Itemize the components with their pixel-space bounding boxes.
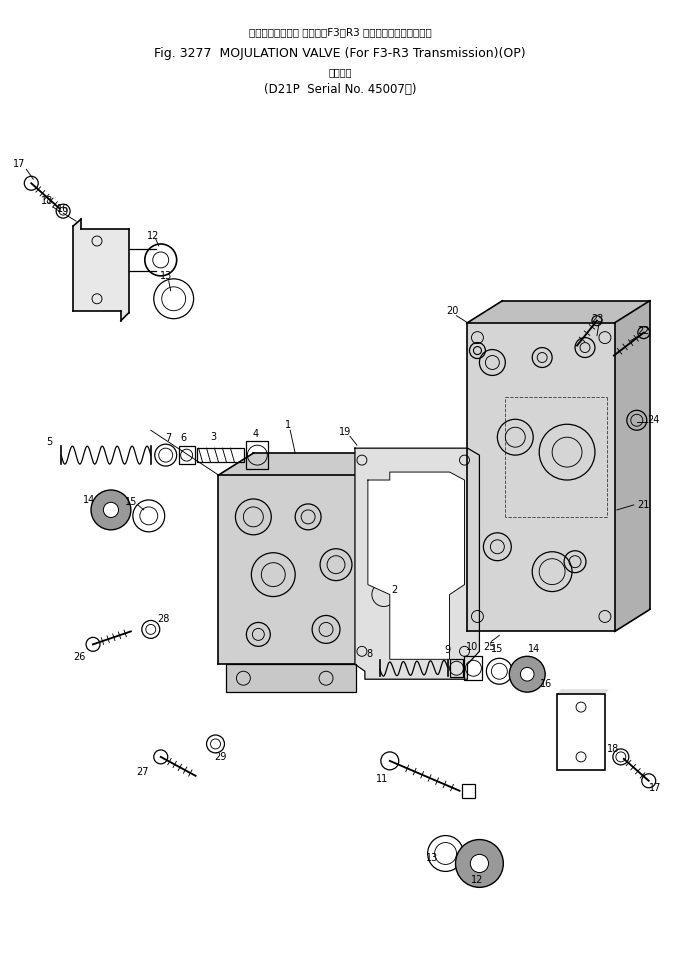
Text: 1: 1 <box>285 420 291 430</box>
Text: 19: 19 <box>339 427 351 437</box>
Circle shape <box>456 840 503 887</box>
Text: 4: 4 <box>252 429 258 439</box>
Text: 13: 13 <box>159 270 172 281</box>
Text: 16: 16 <box>57 204 69 214</box>
Bar <box>197 449 244 462</box>
Text: 20: 20 <box>446 306 459 315</box>
Polygon shape <box>366 453 400 665</box>
Circle shape <box>91 490 131 530</box>
Text: 22: 22 <box>637 326 650 336</box>
Text: 23: 23 <box>590 313 603 324</box>
Bar <box>449 660 464 677</box>
Text: 12: 12 <box>146 231 159 241</box>
Text: 18: 18 <box>41 197 53 206</box>
Bar <box>247 441 268 469</box>
Text: 17: 17 <box>648 782 661 793</box>
Bar <box>464 657 482 680</box>
Text: 16: 16 <box>540 679 552 689</box>
Text: 6: 6 <box>180 433 187 443</box>
Polygon shape <box>467 301 650 323</box>
Bar <box>227 665 356 692</box>
Text: 適用号機: 適用号機 <box>328 67 352 77</box>
Text: 21: 21 <box>637 500 650 510</box>
Text: (D21P  Serial No. 45007～): (D21P Serial No. 45007～) <box>264 83 416 96</box>
Polygon shape <box>355 449 479 679</box>
Polygon shape <box>557 689 609 694</box>
Text: 29: 29 <box>215 752 227 762</box>
Circle shape <box>520 667 534 681</box>
Text: 15: 15 <box>491 644 503 654</box>
Text: 15: 15 <box>125 497 137 507</box>
Polygon shape <box>219 453 400 475</box>
Text: 2: 2 <box>392 585 398 595</box>
Text: 17: 17 <box>13 160 25 169</box>
Text: 14: 14 <box>83 495 95 505</box>
Text: 18: 18 <box>607 744 619 754</box>
Text: 14: 14 <box>528 644 540 654</box>
Text: 11: 11 <box>375 774 387 784</box>
Circle shape <box>471 854 488 873</box>
Text: 9: 9 <box>445 645 451 656</box>
Text: 27: 27 <box>136 767 148 776</box>
Text: 7: 7 <box>165 433 172 443</box>
Text: 12: 12 <box>471 876 484 885</box>
Polygon shape <box>467 323 615 631</box>
Text: モジュレーション バルブ（F3・R3 トランスミッション用）: モジュレーション バルブ（F3・R3 トランスミッション用） <box>249 27 431 37</box>
Text: 13: 13 <box>426 853 438 863</box>
Text: 8: 8 <box>367 649 373 660</box>
Bar <box>178 447 195 464</box>
Text: 28: 28 <box>157 615 170 625</box>
Text: 3: 3 <box>210 432 217 442</box>
Circle shape <box>104 502 118 518</box>
Polygon shape <box>73 219 129 321</box>
Text: 24: 24 <box>648 415 660 425</box>
Text: 25: 25 <box>483 642 496 652</box>
Text: 10: 10 <box>466 642 479 652</box>
Polygon shape <box>219 475 366 665</box>
Bar <box>557 694 605 770</box>
Circle shape <box>509 657 545 692</box>
Polygon shape <box>615 301 650 631</box>
Polygon shape <box>368 472 464 660</box>
Text: 5: 5 <box>46 437 52 448</box>
Bar <box>462 784 475 798</box>
Text: 26: 26 <box>73 652 85 663</box>
Text: Fig. 3277  MOJULATION VALVE (For F3-R3 Transmission)(OP): Fig. 3277 MOJULATION VALVE (For F3-R3 Tr… <box>154 48 526 60</box>
